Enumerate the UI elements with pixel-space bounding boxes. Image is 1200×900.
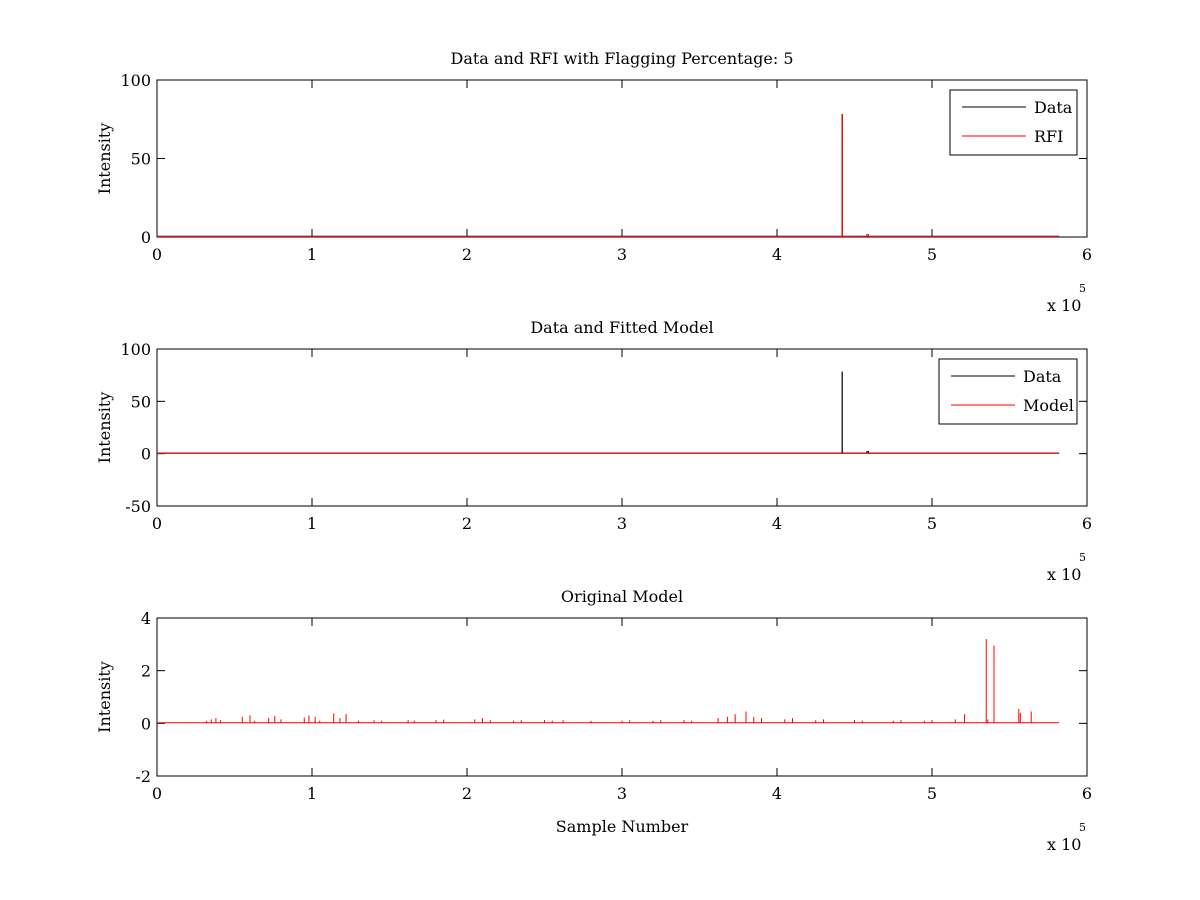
- x-tick-label: 6: [1082, 514, 1092, 533]
- y-tick-label: -2: [135, 767, 151, 786]
- x-tick-label: 3: [617, 245, 627, 264]
- legend-label: Model: [1023, 396, 1074, 415]
- series-line-2: [157, 114, 1060, 237]
- x-tick-label: 0: [152, 784, 162, 803]
- x-tick-label: 0: [152, 245, 162, 264]
- x-tick-label: 1: [307, 245, 317, 264]
- y-tick-label: 50: [131, 392, 151, 411]
- x-tick-label: 4: [772, 784, 782, 803]
- x-tick-label: 1: [307, 514, 317, 533]
- x-multiplier-label: x 10: [1047, 835, 1081, 854]
- y-tick-label: 0: [141, 228, 151, 247]
- x-tick-label: 5: [927, 514, 937, 533]
- x-tick-label: 4: [772, 245, 782, 264]
- x-tick-label: 2: [462, 784, 472, 803]
- x-tick-label: 6: [1082, 784, 1092, 803]
- x-multiplier-label: x 10: [1047, 296, 1081, 315]
- x-tick-label: 3: [617, 514, 627, 533]
- x-tick-label: 0: [152, 514, 162, 533]
- legend-label: Data: [1034, 98, 1073, 117]
- legend-box: [949, 89, 1078, 156]
- chart-panel-1: 0 1 2 3 4 5 6 0 50 100 Data and RFI with Flagging …: [95, 49, 1092, 315]
- x-tick-label: 2: [462, 245, 472, 264]
- y-tick-label: 0: [141, 714, 151, 733]
- y-tick-label: 0: [141, 445, 151, 464]
- x-tick-label: 2: [462, 514, 472, 533]
- x-axis-label: Sample Number: [556, 817, 689, 836]
- x-multiplier-exponent: 5: [1079, 821, 1086, 834]
- y-tick-label: 2: [141, 662, 151, 681]
- x-tick-label: 5: [927, 245, 937, 264]
- x-tick-label: 5: [927, 784, 937, 803]
- x-multiplier-exponent: 5: [1079, 282, 1086, 295]
- legend-label: RFI: [1034, 127, 1063, 146]
- y-tick-label: 4: [141, 609, 151, 628]
- chart-title: Data and Fitted Model: [530, 318, 713, 337]
- legend-label: Data: [1023, 367, 1062, 386]
- chart-title: Original Model: [561, 587, 683, 606]
- y-tick-label: 50: [131, 150, 151, 169]
- chart-title: Data and RFI with Flagging Percentage: 5: [450, 49, 793, 68]
- y-axis-label: Intensity: [95, 392, 114, 464]
- y-axis-label: Intensity: [95, 123, 114, 195]
- x-tick-label: 1: [307, 784, 317, 803]
- y-tick-label: 100: [120, 71, 151, 90]
- y-axis-label: Intensity: [95, 661, 114, 733]
- x-multiplier-label: x 10: [1047, 565, 1081, 584]
- x-tick-label: 6: [1082, 245, 1092, 264]
- x-tick-label: 4: [772, 514, 782, 533]
- y-tick-label: 100: [120, 340, 151, 359]
- y-tick-label: -50: [125, 497, 151, 516]
- x-multiplier-exponent: 5: [1079, 551, 1086, 564]
- legend-box: [938, 358, 1078, 425]
- x-tick-label: 3: [617, 784, 627, 803]
